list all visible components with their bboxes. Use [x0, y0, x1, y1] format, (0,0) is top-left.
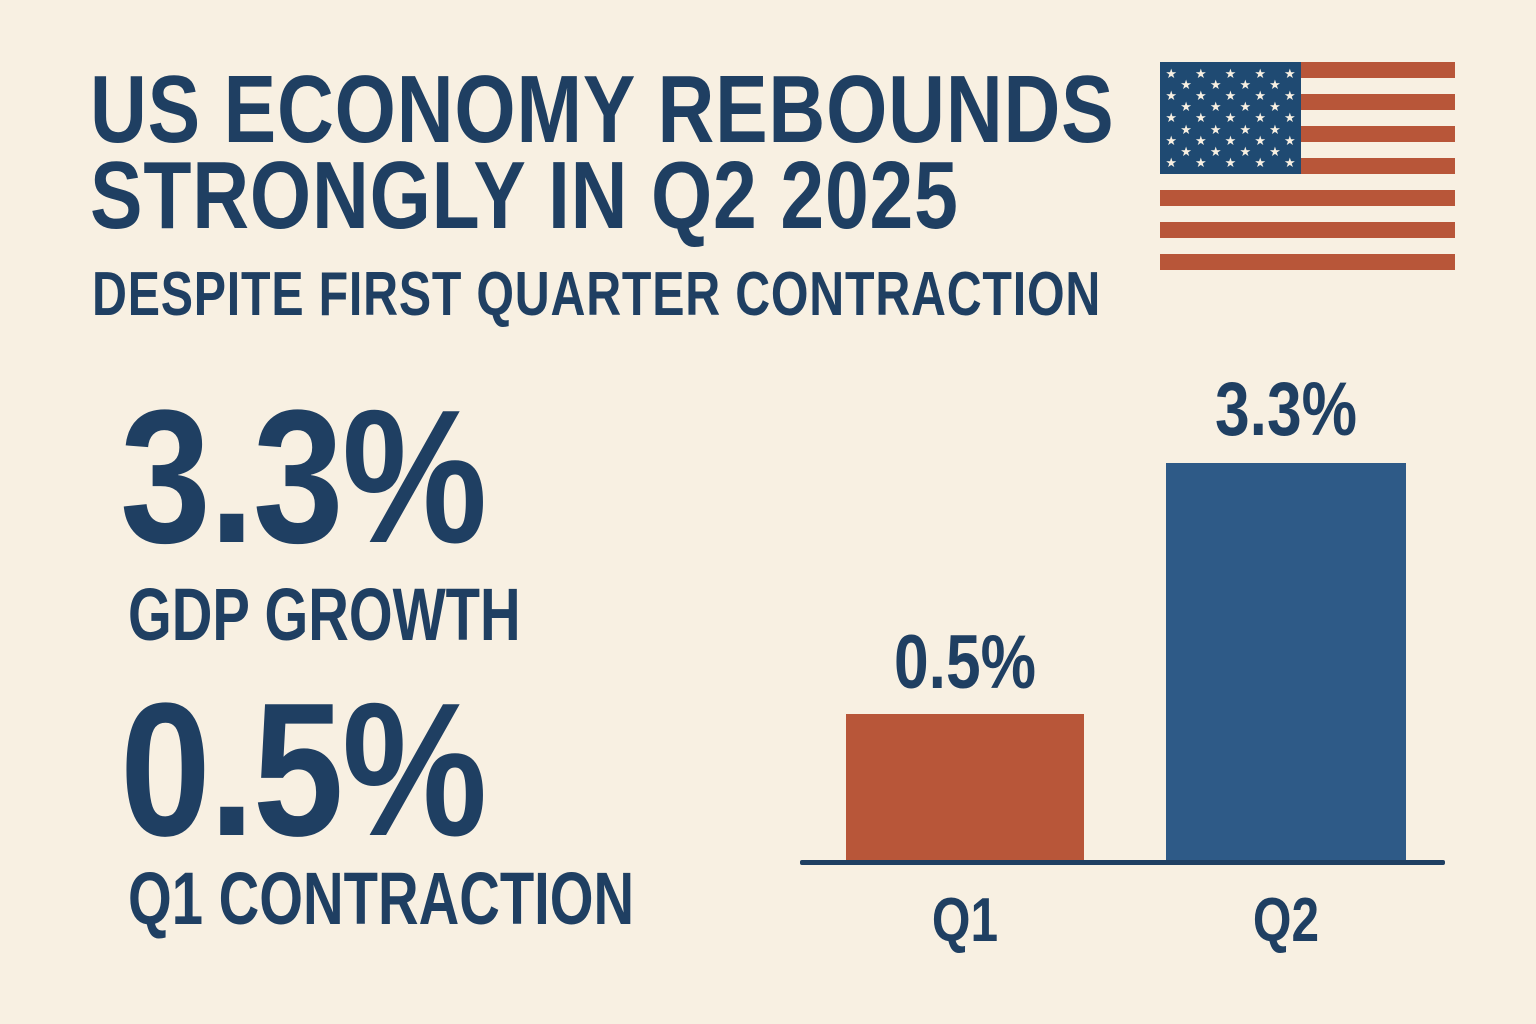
star-icon: ★	[1254, 110, 1266, 126]
star-icon: ★	[1209, 77, 1222, 93]
star-icon: ★	[1283, 110, 1296, 126]
star-icon: ★	[1165, 154, 1178, 170]
star-icon: ★	[1195, 88, 1207, 104]
star-icon: ★	[1209, 121, 1222, 137]
bar-value-label-q1: 0.5%	[893, 620, 1037, 705]
star-icon: ★	[1180, 143, 1192, 159]
star-icon: ★	[1239, 77, 1252, 93]
star-icon: ★	[1269, 77, 1281, 93]
flag-canton: ★ ★ ★ ★ ★ ★ ★ ★ ★ ★ ★ ★ ★ ★ ★ ★ ★ ★ ★ ★ ★ ★ ★ ★ ★ ★ ★ ★ ★ ★ ★ ★ ★ ★ ★ ★ ★ ★ ★ ★…	[1160, 62, 1301, 174]
x-axis-line	[800, 860, 1445, 865]
star-icon: ★	[1165, 110, 1178, 126]
star-icon: ★	[1209, 143, 1222, 159]
gdp-growth-value: 3.3%	[120, 371, 487, 583]
star-icon: ★	[1283, 132, 1296, 148]
star-icon: ★	[1239, 143, 1252, 159]
star-icon: ★	[1224, 154, 1237, 170]
headline-line-1: US ECONOMY REBOUNDS	[90, 56, 1115, 163]
star-icon: ★	[1209, 99, 1222, 115]
star-icon: ★	[1269, 143, 1281, 159]
star-icon: ★	[1165, 88, 1178, 104]
star-icon: ★	[1180, 77, 1192, 93]
bar-value-label-q2: 3.3%	[1214, 367, 1358, 452]
star-icon: ★	[1283, 154, 1296, 170]
star-icon: ★	[1224, 88, 1237, 104]
star-icon: ★	[1195, 132, 1207, 148]
star-icon: ★	[1224, 66, 1237, 82]
star-icon: ★	[1224, 132, 1237, 148]
star-icon: ★	[1254, 66, 1266, 82]
star-icon: ★	[1195, 66, 1207, 82]
q1-contraction-label: Q1 CONTRACTION	[128, 857, 635, 940]
star-icon: ★	[1254, 154, 1266, 170]
gdp-growth-label: GDP GROWTH	[128, 573, 521, 656]
star-icon: ★	[1180, 99, 1192, 115]
star-icon: ★	[1283, 66, 1296, 82]
star-icon: ★	[1254, 132, 1266, 148]
bar-q2	[1166, 463, 1406, 864]
star-icon: ★	[1269, 121, 1281, 137]
star-icon: ★	[1165, 132, 1178, 148]
star-icon: ★	[1239, 121, 1252, 137]
us-flag-icon: ★ ★ ★ ★ ★ ★ ★ ★ ★ ★ ★ ★ ★ ★ ★ ★ ★ ★ ★ ★ ★ ★ ★ ★ ★ ★ ★ ★ ★ ★ ★ ★ ★ ★ ★ ★ ★ ★ ★ ★…	[1160, 62, 1455, 270]
star-icon: ★	[1165, 66, 1178, 82]
star-icon: ★	[1283, 88, 1296, 104]
x-tick-label-q1: Q1	[931, 886, 999, 955]
star-icon: ★	[1180, 121, 1192, 137]
star-icon: ★	[1195, 154, 1207, 170]
star-icon: ★	[1254, 88, 1266, 104]
headline-line-2: STRONGLY IN Q2 2025	[90, 142, 959, 249]
star-icon: ★	[1224, 110, 1237, 126]
bar-q1	[846, 714, 1084, 864]
q1-contraction-value: 0.5%	[120, 664, 487, 876]
star-icon: ★	[1239, 99, 1252, 115]
star-icon: ★	[1195, 110, 1207, 126]
star-icon: ★	[1269, 99, 1281, 115]
x-tick-label-q2: Q2	[1252, 886, 1320, 955]
subtitle: DESPITE FIRST QUARTER CONTRACTION	[92, 260, 1102, 329]
